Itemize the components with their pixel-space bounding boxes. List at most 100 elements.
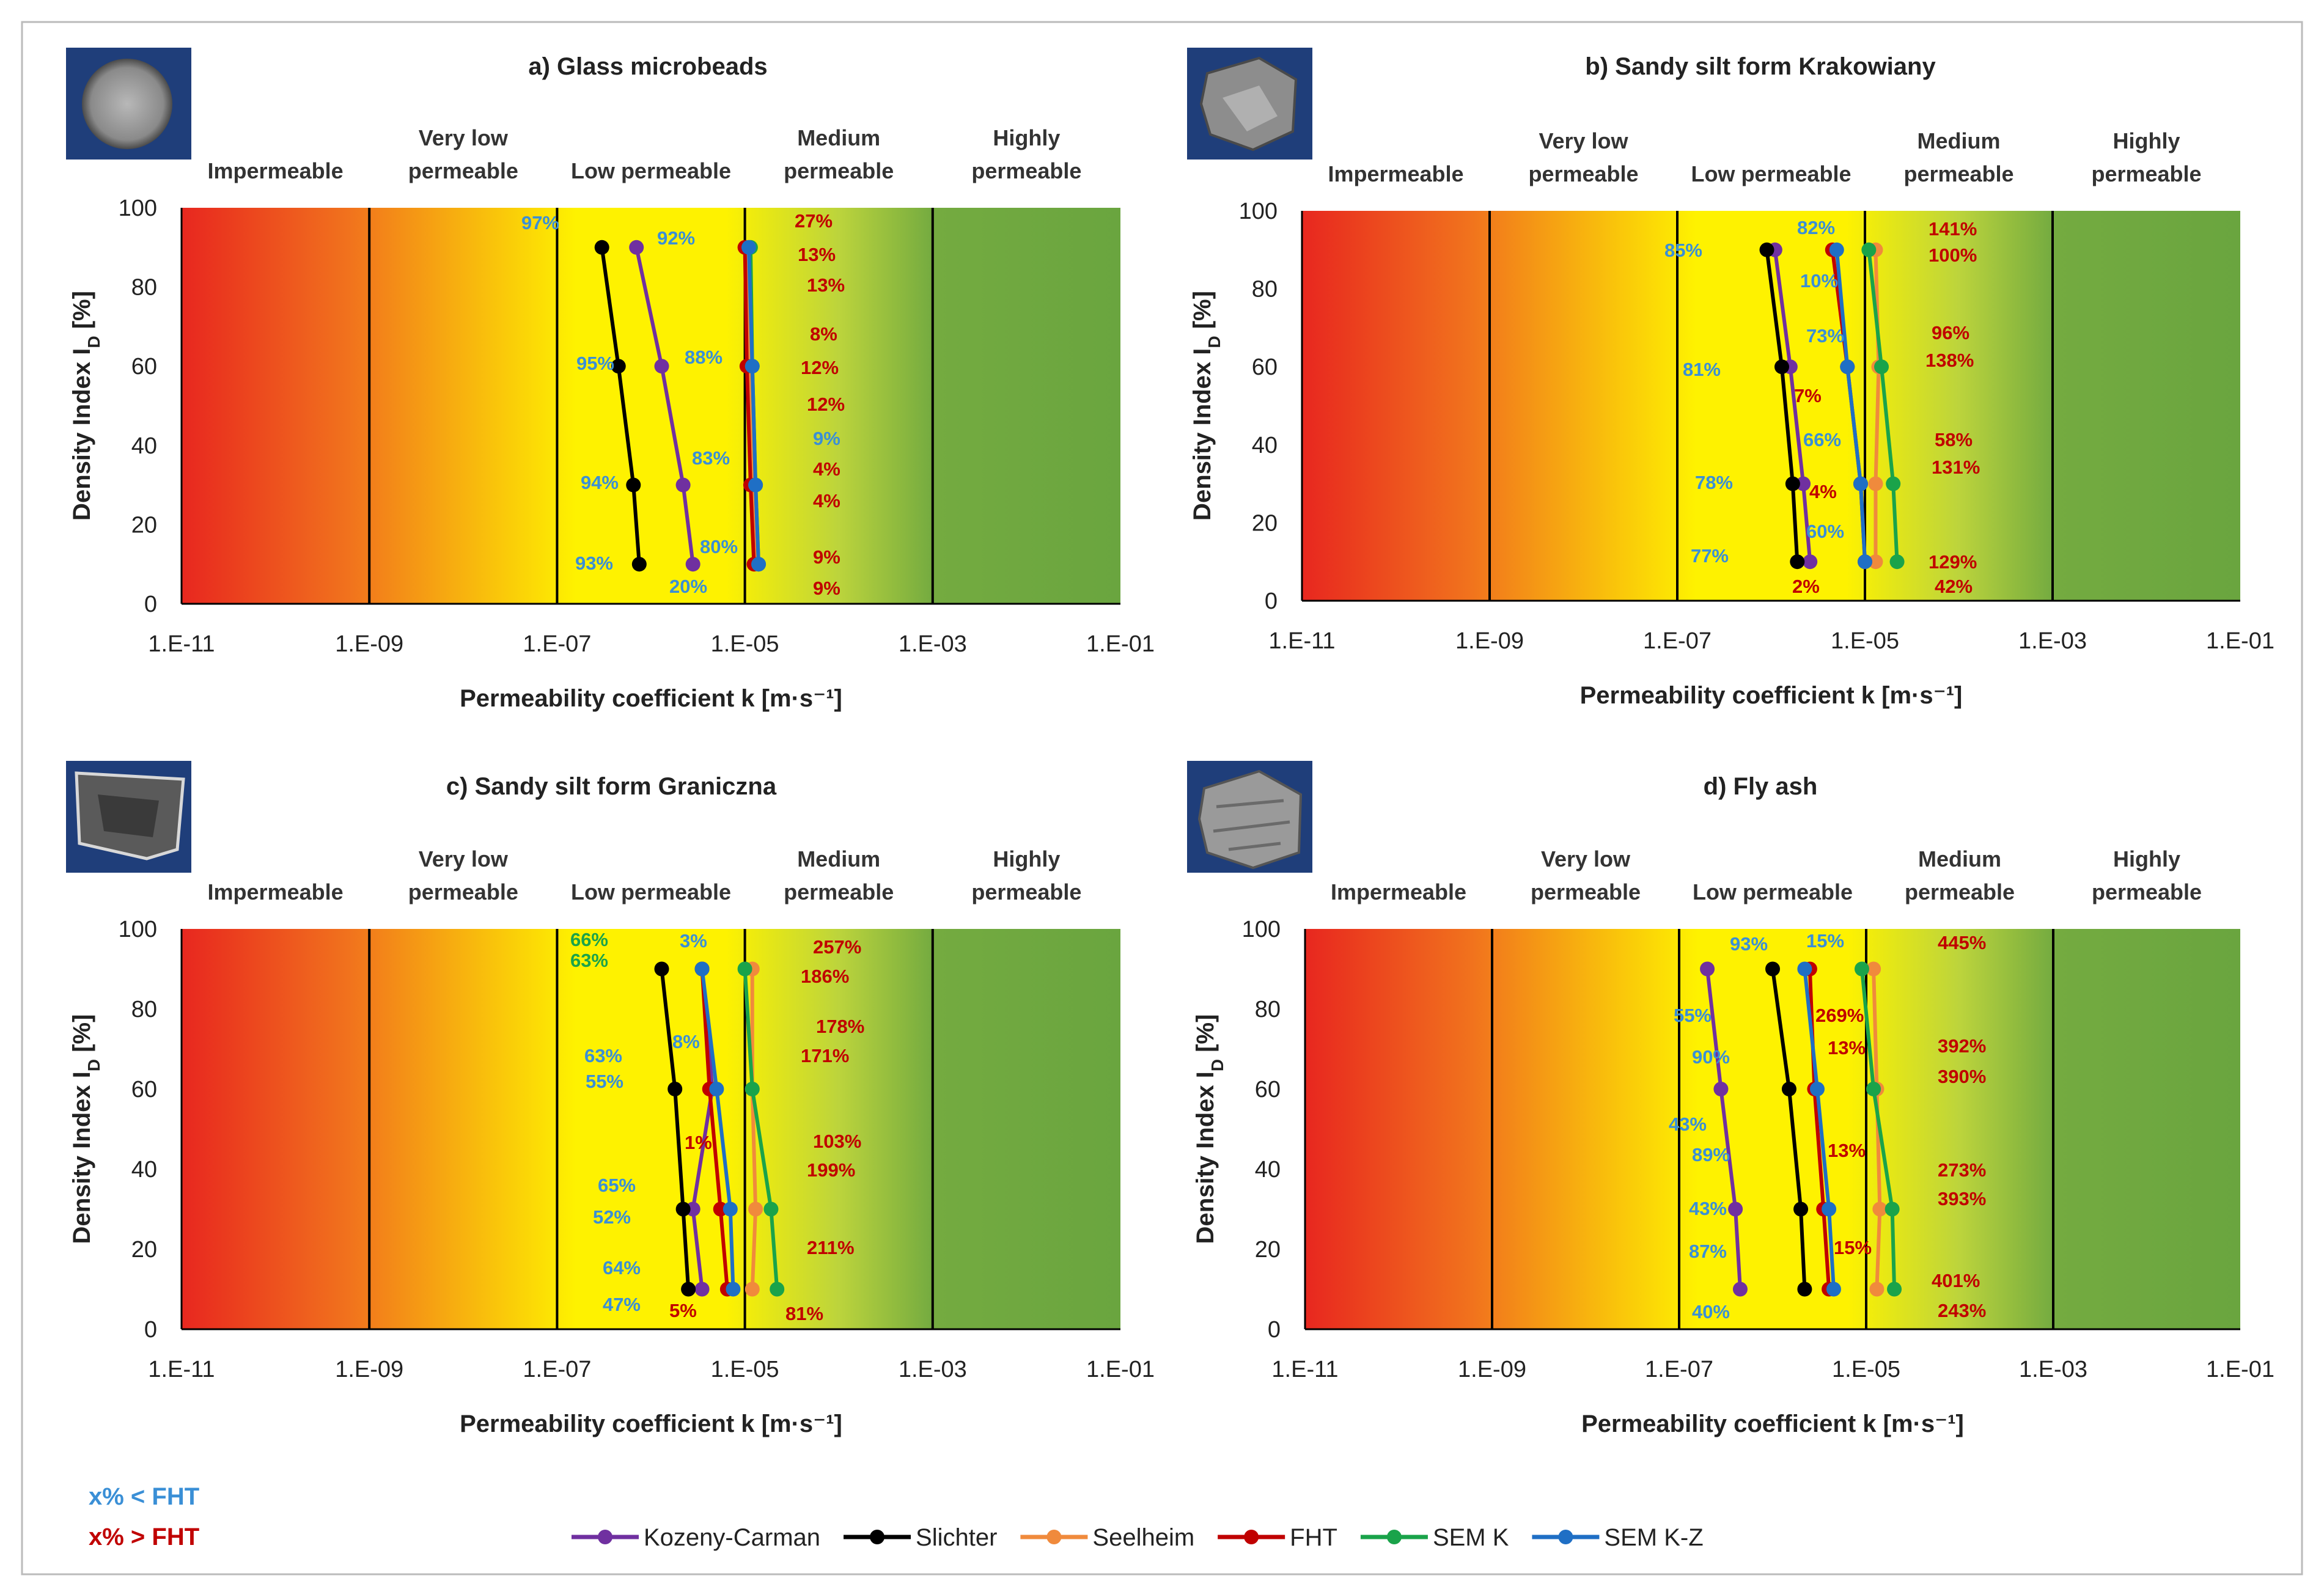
percent-annotation: 89% (1692, 1144, 1730, 1165)
series-line-slichter (1765, 249, 1800, 562)
zone-label: Impermeable (1331, 879, 1466, 904)
series-line-sem-k-z (700, 969, 735, 1289)
percent-annotation: 4% (1809, 481, 1837, 502)
data-point-sem-k (770, 1282, 785, 1297)
zone-label: permeable (971, 158, 1081, 183)
y-tick-label: 80 (1252, 277, 1278, 303)
data-point-slichter (1759, 242, 1774, 257)
data-point-kozeny-carman (629, 240, 644, 255)
data-point-sem-k (1874, 359, 1889, 375)
zone-label: Impermeable (208, 158, 344, 183)
percent-annotation: 65% (598, 1175, 636, 1196)
y-tick-label: 80 (131, 275, 157, 301)
data-point-sem-k (1886, 476, 1901, 491)
x-tick-label: 1.E-11 (1271, 1357, 1338, 1382)
legend-label: SEM K (1433, 1524, 1509, 1551)
data-point-slichter (631, 557, 647, 572)
data-point-seelheim (1868, 476, 1883, 491)
percent-annotation: 2% (1792, 576, 1820, 597)
percent-annotation: 131% (1932, 457, 1980, 478)
y-tick-label: 100 (1239, 199, 1278, 224)
data-point-sem-k (1885, 1201, 1900, 1217)
data-point-sem-k-z (723, 1201, 738, 1217)
data-point-kozeny-carman (675, 477, 691, 493)
percent-annotation: 63% (570, 950, 608, 971)
zone-label: Low permeable (571, 879, 731, 904)
zone-label: Very low (419, 125, 509, 150)
chart-title: b) Sandy silt form Krakowiany (1585, 53, 1936, 80)
percent-annotation: 4% (813, 490, 840, 512)
percent-annotation: 186% (801, 966, 849, 987)
y-tick-label: 0 (144, 592, 157, 617)
data-point-sem-k-z (1858, 554, 1872, 570)
zone-label: permeable (2091, 161, 2201, 186)
legend-marker-fht (1244, 1530, 1259, 1544)
legend-marker-slichter (870, 1530, 885, 1544)
zone-label: Impermeable (1328, 161, 1463, 186)
y-tick-label: 40 (1255, 1157, 1281, 1183)
percent-annotation: 103% (813, 1131, 861, 1152)
zone-label: Highly (993, 125, 1060, 150)
percent-annotation: 390% (1938, 1066, 1986, 1087)
x-tick-label: 1.E-05 (1831, 628, 1899, 654)
x-tick-label: 1.E-05 (711, 1357, 779, 1382)
data-point-seelheim (1866, 961, 1881, 977)
y-tick-label: 0 (1265, 589, 1278, 614)
data-point-seelheim (1872, 1201, 1888, 1217)
zone-label: Highly (2113, 846, 2180, 871)
percent-annotation: 73% (1806, 325, 1844, 347)
data-point-sem-k (1866, 1082, 1881, 1096)
legend-label: Slichter (916, 1524, 997, 1551)
percent-annotation: 63% (584, 1045, 622, 1066)
data-point-slichter (1774, 359, 1789, 375)
x-tick-label: 1.E-11 (148, 1357, 215, 1382)
percent-annotation: 129% (1929, 551, 1977, 573)
zone-label: Very low (419, 846, 509, 871)
percent-annotation: 13% (798, 244, 836, 265)
zone-label: permeable (784, 158, 894, 183)
thumbnail-glass-microbeads (66, 48, 191, 160)
percent-annotation: 8% (672, 1031, 700, 1052)
y-tick-label: 0 (144, 1317, 157, 1343)
data-point-sem-k-z (1829, 242, 1844, 257)
panel-d: d) Fly ash Impermeable Very low permeable Lo… (1187, 761, 2274, 1437)
percent-annotation: 401% (1932, 1270, 1980, 1291)
data-point-kozeny-carman (685, 557, 701, 572)
percent-annotation: 82% (1797, 217, 1835, 238)
data-point-slichter (1781, 1082, 1796, 1096)
zone-label: permeable (408, 879, 518, 904)
percent-annotation: 445% (1938, 932, 1986, 953)
legend-label: FHT (1290, 1524, 1337, 1551)
legend-marker-kozeny-carman (598, 1530, 612, 1544)
data-point-sem-k (737, 961, 752, 977)
x-tick-label: 1.E-09 (1458, 1357, 1526, 1382)
data-point-slichter (667, 1082, 683, 1096)
data-point-sem-k (745, 1082, 760, 1096)
percent-annotation: 15% (1834, 1237, 1872, 1258)
data-point-sem-k (1889, 554, 1905, 570)
data-point-sem-k-z (751, 557, 767, 572)
zone-label: Very low (1541, 846, 1631, 871)
data-point-kozeny-carman (1732, 1282, 1748, 1297)
permeability-background (1305, 929, 2240, 1329)
percent-annotation: 93% (575, 552, 613, 574)
data-point-sem-k-z (709, 1082, 724, 1096)
percent-annotation: 94% (581, 472, 619, 493)
zone-label: permeable (784, 879, 894, 904)
x-tick-label: 1.E-01 (1086, 1357, 1155, 1382)
zone-label: Medium (1918, 846, 2001, 871)
y-axis-label-rest: [%] (68, 291, 95, 336)
y-axis-label-subscript: D (84, 336, 103, 348)
series-line-seelheim (750, 969, 758, 1289)
percent-annotation: 138% (1925, 350, 1974, 371)
y-axis-label-subscript: D (1208, 1059, 1227, 1071)
percent-annotation: 269% (1815, 1005, 1864, 1026)
series-line-sem-k-z (1834, 249, 1867, 562)
zone-label: Highly (993, 846, 1060, 871)
percent-annotation: 78% (1695, 472, 1733, 493)
panel-a: a) Glass microbeads Impermeable Very low pe… (66, 48, 1155, 712)
zone-label: Low permeable (1693, 879, 1853, 904)
data-point-kozeny-carman (1728, 1201, 1743, 1217)
thumbnail-krakowiany (1187, 48, 1312, 160)
data-point-sem-k-z (1853, 476, 1868, 491)
